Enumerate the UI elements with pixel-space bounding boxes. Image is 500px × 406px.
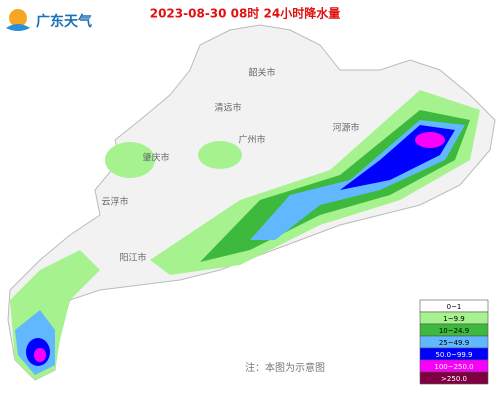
city-label: 肇庆市 [142, 152, 169, 164]
legend-label: 1~9.9 [443, 315, 464, 323]
city-label: 阳江市 [119, 252, 146, 264]
legend-label: 50.0~99.9 [435, 351, 472, 359]
logo-wave [6, 24, 30, 31]
city-label: 广州市 [238, 134, 265, 146]
title: 2023-08-30 08时 24小时降水量 [150, 6, 341, 21]
city-label: 清远市 [214, 102, 241, 114]
logo-sun [9, 9, 27, 27]
note: 注：本图为示意图 [245, 361, 325, 374]
legend-label: >250.0 [441, 375, 467, 383]
city-label: 韶关市 [248, 67, 275, 79]
legend: 0~1 1~9.9 10~24.9 25~49.9 50.0~99.9 100~250.0… [419, 299, 489, 385]
legend-label: 100~250.0 [434, 363, 473, 371]
legend-label: 25~49.9 [439, 339, 469, 347]
rain-light [105, 142, 155, 178]
legend-label: 0~1 [447, 303, 462, 311]
legend-label: 10~24.9 [439, 327, 469, 335]
city-label: 河源市 [332, 122, 359, 134]
logo-text: 广东天气 [36, 13, 92, 30]
city-label: 云浮市 [101, 196, 128, 208]
rain-light [198, 141, 242, 169]
rain-heavy-storm [415, 132, 445, 148]
rain-areas [10, 90, 480, 380]
legend-swatch [419, 371, 489, 385]
rain-heavy-storm [34, 348, 46, 362]
